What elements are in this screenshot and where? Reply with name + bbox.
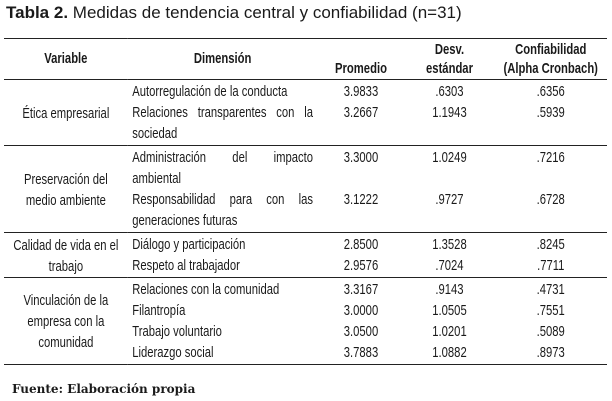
table-caption: Tabla 2. Medidas de tendencia central y … — [6, 3, 462, 23]
sd-cell: 1.0882 — [432, 344, 467, 361]
sd-cell: .6303 — [435, 83, 464, 100]
dimension-cell: Respeto al trabajador — [132, 257, 240, 274]
variable-group: Calidad de vida en el trabajo Diálogo y p… — [4, 233, 607, 278]
table-container: Variable Dimensión Promedio Desv. estánd… — [4, 38, 607, 365]
dimension-cell: Liderazgo social — [132, 344, 214, 361]
dimension-cell: Administración del impacto ambiental — [132, 149, 313, 187]
sd-cell: .9727 — [435, 191, 464, 208]
variable-group: Preservación del medio ambiente Administr… — [4, 146, 607, 233]
mean-cell: 2.8500 — [343, 236, 379, 253]
table-row: Filantropía 3.0000 1.0505 .7551 — [4, 300, 607, 321]
mean-cell: 3.2667 — [343, 104, 379, 121]
table-row: Respeto al trabajador 2.9576 .7024 .7711 — [4, 255, 607, 278]
table-source: Fuente: Elaboración propia — [12, 382, 196, 396]
header-dimension: Dimensión — [193, 50, 252, 67]
table-row: Responsabilidad para con las generacione… — [4, 189, 607, 233]
dimension-cell: Filantropía — [132, 302, 186, 319]
variable-group: Vinculación de la empresa con la comunid… — [4, 278, 607, 365]
sd-cell: 1.0201 — [432, 323, 467, 340]
mean-cell: 3.1222 — [343, 191, 379, 208]
header-sd: Desv. estándar — [426, 41, 473, 77]
table-row: Liderazgo social 3.7883 1.0882 .8973 — [4, 342, 607, 365]
header-alpha: Confiabilidad (Alpha Cronbach) — [503, 41, 598, 77]
mean-cell: 3.7883 — [343, 344, 379, 361]
table-title: Medidas de tendencia central y confiabil… — [72, 3, 462, 22]
alpha-cell: .4731 — [536, 281, 565, 298]
alpha-cell: .7551 — [536, 302, 565, 319]
variable-cell: Preservación del medio ambiente — [23, 170, 108, 209]
dimension-cell: Trabajo voluntario — [132, 323, 222, 340]
dimension-cell: Autorregulación de la con­ducta — [132, 83, 288, 100]
table-row: Relaciones transparentes con la sociedad… — [4, 102, 607, 146]
variable-cell: Vinculación de la empresa con la comunid… — [23, 292, 109, 351]
statistics-table: Variable Dimensión Promedio Desv. estánd… — [4, 38, 607, 365]
alpha-cell: .5939 — [536, 104, 565, 121]
sd-cell: 1.0505 — [432, 302, 467, 319]
alpha-cell: .8245 — [536, 236, 565, 253]
sd-cell: .7024 — [435, 257, 464, 274]
table-row: Calidad de vida en el trabajo Diálogo y p… — [4, 233, 607, 275]
mean-cell: 3.3000 — [343, 149, 379, 166]
sd-cell: 1.0249 — [432, 149, 467, 166]
header-variable: Variable — [44, 50, 88, 67]
table-label: Tabla 2. — [6, 3, 69, 22]
table-row: Vinculación de la empresa con la comunid… — [4, 278, 607, 351]
table-row: Trabajo voluntario 3.0500 1.0201 .5089 — [4, 321, 607, 342]
dimension-cell: Responsabilidad para con las generacione… — [132, 191, 313, 229]
mean-cell: 2.9576 — [343, 257, 379, 274]
variable-group: Ética empresarial Autorregulación de la c… — [4, 80, 607, 146]
table-row: Preservación del medio ambiente Administr… — [4, 146, 607, 209]
alpha-cell: .5089 — [536, 323, 565, 340]
alpha-cell: .8973 — [536, 344, 565, 361]
dimension-cell: Relaciones con la comunidad — [132, 281, 280, 298]
dimension-cell: Relaciones transparentes con la sociedad — [132, 104, 313, 142]
variable-cell: Ética empresarial — [22, 104, 110, 122]
table-row: Ética empresarial Autorregulación de la c… — [4, 80, 607, 122]
header-row: Variable Dimensión Promedio Desv. estánd… — [4, 38, 607, 80]
sd-cell: 1.3528 — [432, 236, 467, 253]
dimension-cell: Diálogo y participación — [132, 236, 246, 253]
sd-cell: .9143 — [435, 281, 464, 298]
header-mean: Promedio — [335, 60, 387, 77]
mean-cell: 3.0000 — [343, 302, 379, 319]
alpha-cell: .7711 — [537, 257, 565, 274]
alpha-cell: .7216 — [536, 149, 565, 166]
mean-cell: 3.3167 — [343, 281, 379, 298]
variable-cell: Calidad de vida en el trabajo — [13, 236, 119, 275]
mean-cell: 3.0500 — [343, 323, 379, 340]
alpha-cell: .6356 — [536, 83, 565, 100]
alpha-cell: .6728 — [536, 191, 565, 208]
mean-cell: 3.9833 — [343, 83, 379, 100]
sd-cell: 1.1943 — [432, 104, 467, 121]
